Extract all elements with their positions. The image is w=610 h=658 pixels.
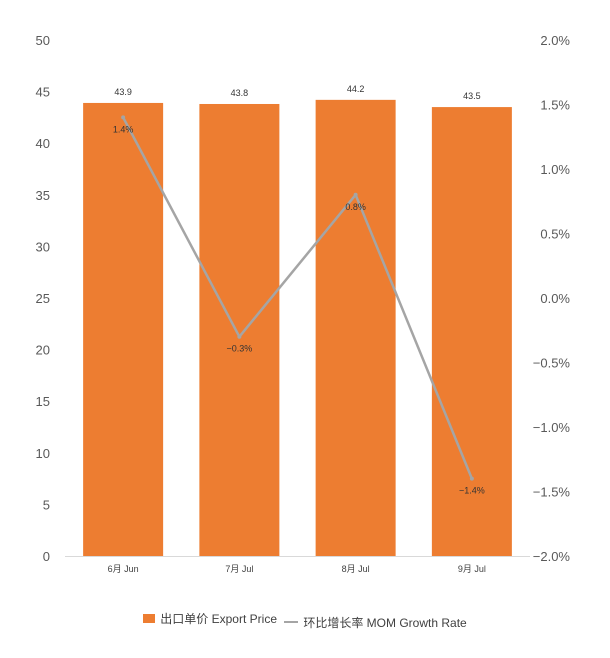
right-y-tick-label: −1.0% — [533, 420, 571, 435]
right-y-tick-label: 1.5% — [540, 98, 570, 113]
line-point — [469, 476, 474, 481]
legend: 出口单价 Export Price 环比增长率 MOM Growth Rate — [0, 610, 610, 631]
bar — [83, 102, 164, 557]
line-value-label: −1.4% — [459, 486, 485, 496]
bar-value-label: 43.9 — [114, 87, 132, 97]
line-value-label: 0.8% — [345, 202, 366, 212]
legend-label-mom-growth: 环比增长率 MOM Growth Rate — [303, 615, 467, 630]
right-y-tick-label: −0.5% — [533, 356, 571, 371]
left-y-tick-label: 10 — [36, 446, 50, 461]
line-value-label: −0.3% — [226, 344, 252, 354]
line-value-label: 1.4% — [113, 124, 134, 134]
left-y-tick-label: 25 — [36, 291, 50, 306]
right-y-tick-label: 1.0% — [540, 162, 570, 177]
legend-item-mom-growth: 环比增长率 MOM Growth Rate — [284, 614, 467, 631]
mom-growth-line — [121, 115, 474, 481]
right-y-tick-label: 0.5% — [540, 227, 570, 242]
bar-value-label: 43.5 — [463, 91, 481, 101]
left-y-tick-label: 35 — [36, 188, 50, 203]
export-price-bars — [83, 99, 512, 557]
left-y-tick-label: 50 — [36, 33, 50, 48]
left-y-tick-label: 20 — [36, 343, 50, 358]
legend-label-export-price: 出口单价 Export Price — [160, 612, 277, 626]
line-point — [237, 334, 242, 339]
left-y-tick-label: 40 — [36, 136, 50, 151]
left-y-tick-label: 5 — [43, 497, 50, 512]
bar — [199, 103, 280, 556]
bar-value-label: 43.8 — [231, 88, 249, 98]
line-path — [122, 116, 474, 480]
mom-growth-data-labels: 1.4% −0.3% 0.8% −1.4% — [113, 124, 485, 495]
left-y-tick-label: 45 — [36, 85, 50, 100]
right-y-axis: −2.0% −1.5% −1.0% −0.5% 0.0% 0.5% 1.0% 1.5% 2.0% — [533, 33, 571, 564]
x-tick-label: 7月 Jul — [225, 564, 253, 574]
bar — [315, 99, 396, 556]
x-tick-label: 6月 Jun — [108, 564, 139, 574]
x-tick-label: 9月 Jul — [458, 564, 486, 574]
left-y-tick-label: 30 — [36, 239, 50, 254]
x-axis: 6月 Jun 7月 Jul 8月 Jul 9月 Jul — [65, 556, 530, 574]
left-y-tick-label: 0 — [43, 549, 50, 564]
right-y-tick-label: −2.0% — [533, 549, 571, 564]
right-y-tick-label: −1.5% — [533, 485, 571, 500]
bar — [431, 107, 512, 556]
line-point — [353, 192, 358, 197]
left-y-tick-label: 15 — [36, 394, 50, 409]
right-y-tick-label: 2.0% — [540, 33, 570, 48]
bar-value-label: 44.2 — [347, 84, 365, 94]
export-price-data-labels: 43.9 43.8 44.2 43.5 — [114, 84, 480, 101]
legend-line-swatch — [284, 621, 299, 623]
legend-item-export-price: 出口单价 Export Price — [143, 610, 277, 627]
left-y-axis: 0 5 10 15 20 25 30 35 40 45 50 — [36, 33, 50, 564]
legend-bar-swatch — [143, 614, 156, 623]
line-point — [121, 115, 126, 120]
x-tick-label: 8月 Jul — [342, 564, 370, 574]
combo-chart: 0 5 10 15 20 25 30 35 40 45 50 −2.0% −1.5% −1.0% −0.5… — [36, 33, 571, 574]
right-y-tick-label: 0.0% — [540, 291, 570, 306]
